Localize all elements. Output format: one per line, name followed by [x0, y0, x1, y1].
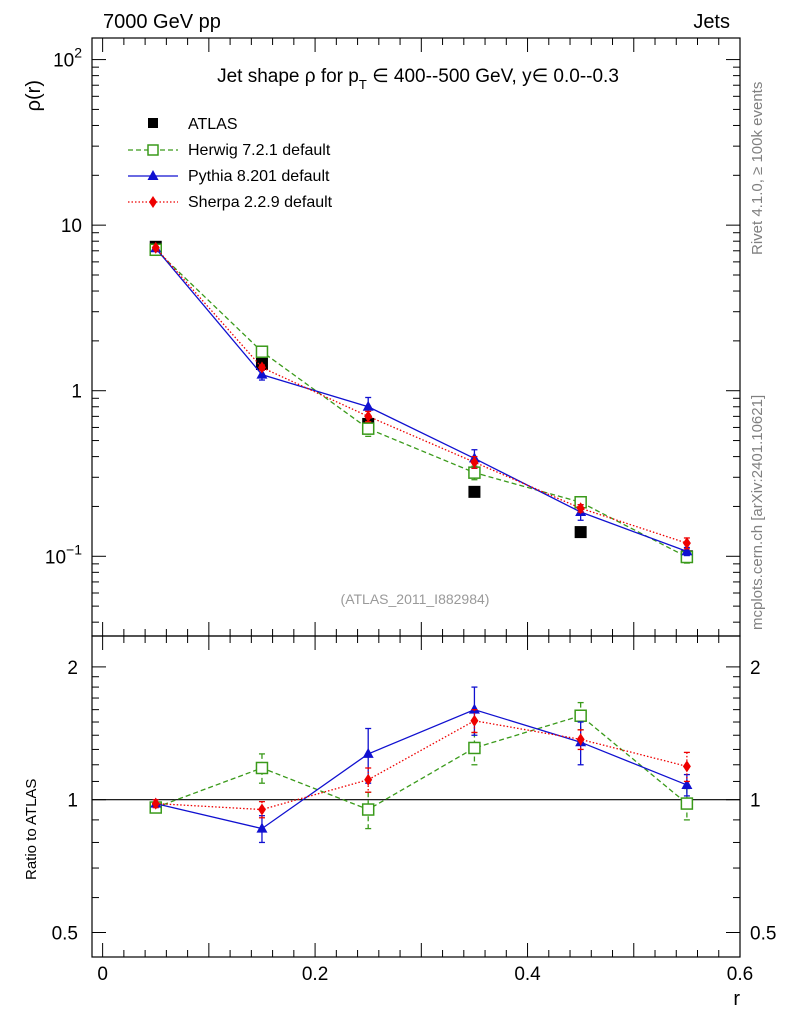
ratio-y-tick-label-right: 1: [750, 791, 761, 812]
ratio-point-pythia: [362, 747, 374, 758]
analysis-reference-label: (ATLAS_2011_I882984): [341, 591, 490, 607]
legend-entry-pythia: Pythia 8.201 default: [128, 168, 330, 185]
main-point-sherpa: [364, 410, 373, 423]
x-tick-label: 0: [97, 964, 108, 985]
main-point-herwig: [255, 345, 269, 358]
main-y-tick-base: 10: [45, 547, 66, 568]
ratio-point-pythia: [468, 703, 480, 714]
series-layer: [149, 240, 694, 844]
ratio-point-herwig: [361, 803, 375, 816]
ratio-y-tick-label-right: 2: [750, 658, 761, 679]
legend-marker-pythia: [147, 170, 159, 180]
main-point-sherpa: [151, 241, 160, 254]
main-point-atlas: [468, 485, 481, 498]
x-tick-label: 0.4: [514, 964, 541, 985]
chart-title: Jet shape ρ for pT ∈ 400--500 GeV, y∈ 0.…: [217, 66, 619, 92]
legend-entry-sherpa: Sherpa 2.2.9 default: [128, 194, 333, 211]
ratio-point-herwig: [468, 741, 481, 755]
main-series-sherpa: [151, 241, 691, 550]
ratio-point-sherpa: [682, 760, 691, 773]
x-tick-label: 0.2: [302, 964, 328, 985]
main-point-atlas: [574, 526, 587, 539]
main-y-tick-exponent: −1: [66, 541, 82, 557]
legend-entry-herwig: Herwig 7.2.1 default: [128, 142, 331, 159]
header-left-label: 7000 GeV pp: [103, 11, 221, 33]
main-series-herwig: [149, 243, 694, 564]
ratio-y-tick-label-left: 2: [67, 658, 78, 679]
main-y-tick-label: 10: [61, 216, 82, 237]
legend-marker-atlas: [148, 118, 158, 128]
ratio-point-sherpa: [576, 733, 585, 746]
legend-label-sherpa: Sherpa 2.2.9 default: [188, 194, 333, 211]
x-axis-label: r: [733, 988, 740, 1010]
ratio-y-axis-label: Ratio to ATLAS: [23, 779, 40, 880]
main-series-pythia: [150, 242, 693, 557]
ratio-panel-frame: [91, 635, 741, 958]
main-y-tick-base: 10: [53, 51, 74, 72]
main-point-sherpa: [576, 502, 585, 515]
ratio-point-pythia: [256, 822, 268, 833]
legend-label-atlas: ATLAS: [188, 116, 238, 133]
main-point-herwig: [361, 422, 375, 435]
ratio-series-pythia: [150, 686, 693, 844]
chart-title-suffix: ∈ 400--500 GeV, y∈ 0.0--0.3: [367, 66, 619, 87]
main-point-pythia: [681, 545, 693, 556]
main-y-tick-base: 10: [61, 216, 82, 237]
ratio-line-pythia: [155, 708, 688, 830]
ratio-y-tick-label-right: 0.5: [750, 924, 776, 945]
main-y-tick-base: 1: [71, 382, 82, 403]
ratio-line-herwig: [155, 715, 688, 811]
main-line-pythia: [155, 247, 688, 553]
main-line-sherpa: [155, 247, 688, 544]
rivet-version-label: Rivet 4.1.0, ≥ 100k events: [749, 82, 766, 255]
ratio-point-herwig: [680, 797, 694, 810]
ratio-y-tick-label-left: 0.5: [52, 924, 78, 945]
main-series-atlas: [149, 240, 693, 563]
ratio-point-herwig: [255, 761, 269, 775]
legend-marker-herwig: [147, 144, 159, 156]
ratio-point-herwig: [574, 709, 587, 722]
main-y-tick-label: 10−1: [45, 541, 82, 568]
ratio-point-sherpa: [470, 714, 479, 727]
x-tick-label: 0.6: [727, 964, 753, 985]
main-y-axis-label: ρ(r): [23, 80, 45, 111]
mcplots-label: mcplots.cern.ch [arXiv:2401.10621]: [749, 395, 766, 630]
legend-marker-sherpa: [149, 196, 157, 208]
main-point-sherpa: [257, 361, 266, 374]
main-point-pythia: [362, 400, 374, 411]
main-point-sherpa: [682, 537, 691, 550]
ratio-point-sherpa: [151, 797, 160, 810]
legend-label-pythia: Pythia 8.201 default: [188, 168, 330, 185]
main-line-herwig: [155, 249, 688, 558]
main-y-tick-label: 1: [71, 382, 82, 403]
ratio-point-sherpa: [364, 773, 373, 786]
main-y-tick-exponent: 2: [74, 45, 82, 61]
chart-title-subscript: T: [359, 77, 367, 92]
ratio-line-sherpa: [155, 720, 688, 811]
ratio-series-herwig: [149, 701, 694, 830]
ratio-series-sherpa: [151, 709, 691, 819]
main-point-sherpa: [470, 456, 479, 469]
ratio-point-pythia: [681, 778, 693, 789]
main-point-pythia: [256, 368, 268, 379]
ratio-point-sherpa: [257, 803, 266, 816]
legend: ATLAS Herwig 7.2.1 default Pythia 8.201 …: [128, 116, 333, 211]
chart-title-prefix: Jet shape ρ for p: [217, 66, 359, 87]
legend-entry-atlas: ATLAS: [148, 116, 238, 133]
ratio-y-tick-label-left: 1: [67, 791, 78, 812]
header-right-label: Jets: [693, 11, 730, 33]
legend-label-herwig: Herwig 7.2.1 default: [188, 142, 331, 159]
main-y-tick-label: 102: [53, 45, 82, 72]
